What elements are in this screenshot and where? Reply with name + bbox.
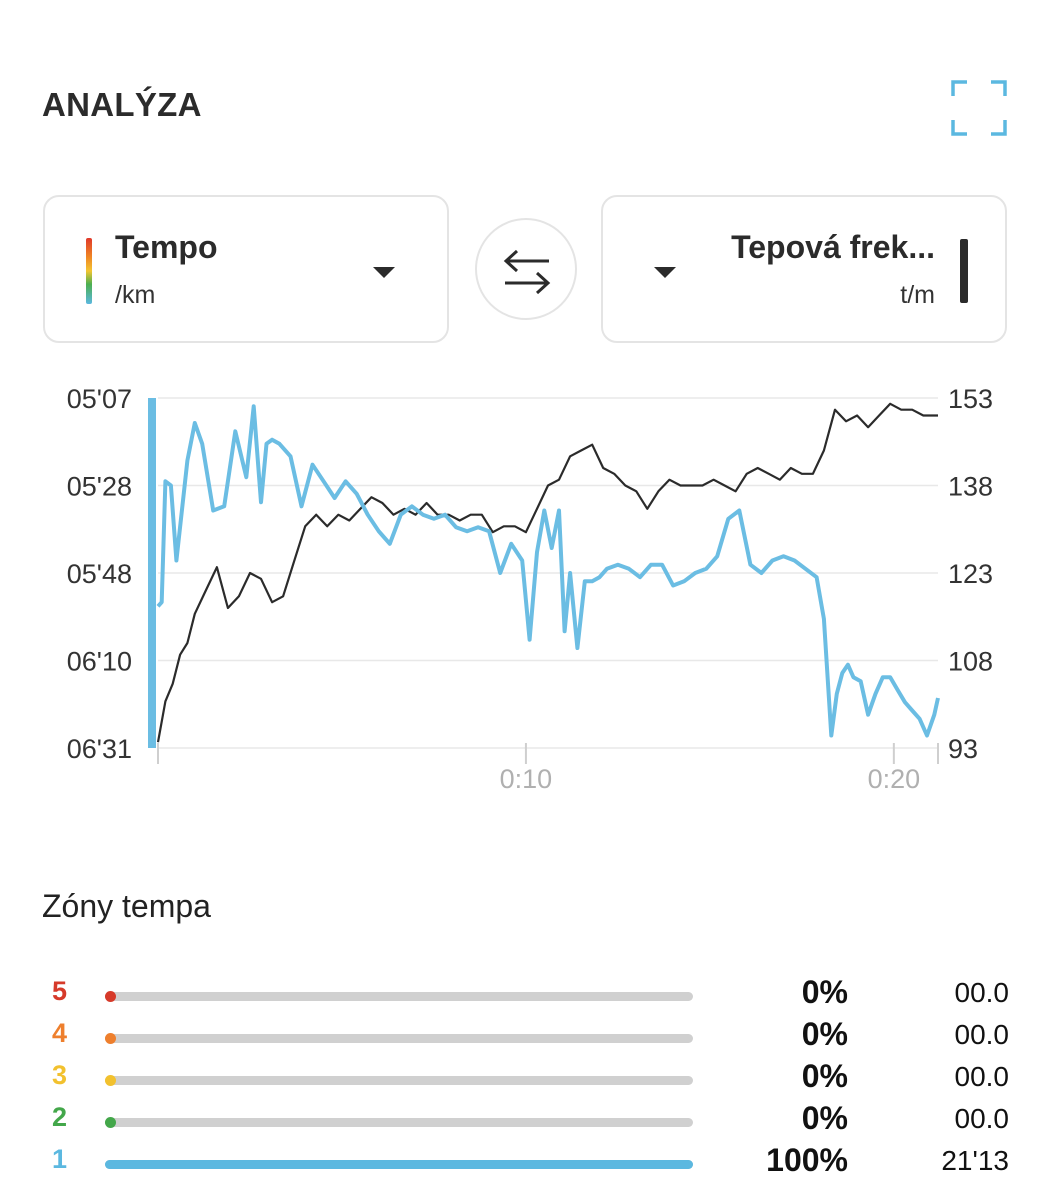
y-right-tick-label: 138: [948, 472, 993, 502]
hr-color-indicator: [960, 239, 968, 303]
zone-progress-track: [105, 1117, 693, 1128]
y-left-tick-label: 05'48: [67, 559, 132, 589]
y-right-tick-label: 93: [948, 734, 978, 764]
chevron-down-icon: [654, 267, 676, 278]
zone-progress-track: [105, 991, 693, 1002]
zone-progress-track: [105, 1075, 693, 1086]
zone-time: 00.0: [954, 1061, 1010, 1092]
zone-percent: 0%: [801, 1058, 848, 1094]
zone-progress-dot: [105, 1033, 116, 1044]
x-tick-label: 0:20: [868, 764, 921, 794]
zone-time: 21'13: [941, 1145, 1009, 1176]
zone-time: 00.0: [954, 1103, 1010, 1134]
chevron-down-icon: [373, 267, 395, 278]
zone-progress-dot: [105, 1075, 116, 1086]
zone-percent: 100%: [766, 1142, 848, 1178]
left-metric-name: Tempo: [115, 229, 218, 265]
pace-line: [156, 404, 940, 738]
zone-progress-track: [105, 1033, 693, 1044]
y-left-tick-label: 06'10: [67, 647, 132, 677]
zone-time: 00.0: [954, 1019, 1010, 1050]
left-metric-unit: /km: [115, 281, 156, 309]
right-metric-selector[interactable]: Tepová frek... t/m: [601, 195, 1007, 343]
y-right-tick-label: 123: [948, 559, 993, 589]
playhead-cursor: [148, 398, 156, 748]
right-metric-unit: t/m: [900, 281, 935, 309]
swap-metrics-button[interactable]: [475, 218, 577, 320]
zone-row: 3 0% 00.0: [0, 1058, 1053, 1102]
y-left-tick-label: 05'28: [67, 472, 132, 502]
zone-progress-fill: [105, 1160, 693, 1169]
page-title: ANALÝZA: [42, 86, 202, 123]
zone-row: 5 0% 00.0: [0, 974, 1053, 1018]
zone-progress-dot: [105, 1117, 116, 1128]
zone-number: 1: [52, 1144, 68, 1174]
right-metric-name: Tepová frek...: [731, 229, 935, 265]
x-tick-label: 0:10: [500, 764, 553, 794]
y-left-tick-label: 06'31: [67, 734, 132, 764]
zones-title: Zóny tempa: [42, 888, 211, 924]
swap-arrows-icon: [503, 249, 551, 295]
zone-number: 5: [52, 976, 68, 1006]
zone-percent: 0%: [801, 974, 848, 1010]
pace-color-scale: [86, 238, 92, 304]
zone-row: 4 0% 00.0: [0, 1016, 1053, 1060]
zone-number: 2: [52, 1102, 68, 1132]
left-metric-selector[interactable]: Tempo /km: [43, 195, 449, 343]
y-right-tick-label: 108: [948, 647, 993, 677]
zone-progress-dot: [105, 991, 116, 1002]
zone-row: 1 100% 21'13: [0, 1142, 1053, 1186]
zone-percent: 0%: [801, 1016, 848, 1052]
zone-percent: 0%: [801, 1100, 848, 1136]
y-left-tick-label: 05'07: [67, 384, 132, 414]
zone-row: 2 0% 00.0: [0, 1100, 1053, 1144]
analysis-chart[interactable]: 05'07 153 05'28 138 05'48 123 06'10 108 06'31 93 0…: [0, 380, 1053, 800]
heart-rate-line: [156, 402, 938, 743]
expand-icon[interactable]: [951, 80, 1007, 136]
zone-time: 00.0: [954, 977, 1010, 1008]
zone-number: 3: [52, 1060, 68, 1090]
zone-progress-track: [105, 1160, 693, 1169]
zone-number: 4: [52, 1018, 68, 1048]
y-right-tick-label: 153: [948, 384, 993, 414]
